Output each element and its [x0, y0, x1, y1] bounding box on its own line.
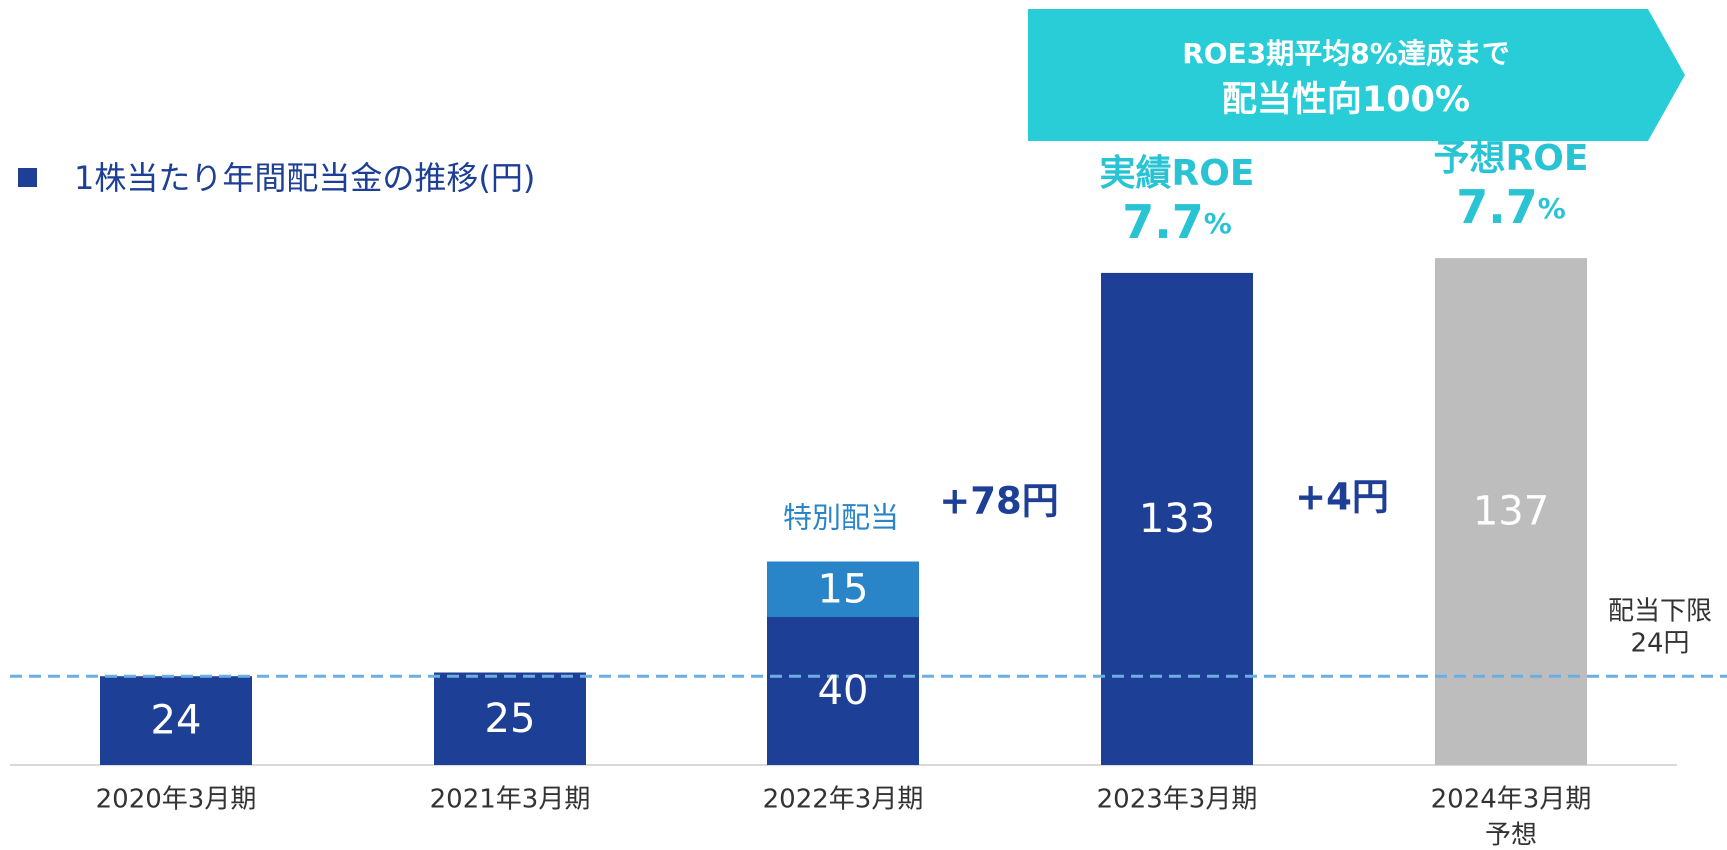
banner — [1028, 9, 1685, 141]
bar — [1101, 272, 1253, 765]
bar — [100, 676, 252, 765]
x-tick-label: 2020年3月期 — [96, 785, 257, 815]
roe-value: 7.7% — [1456, 180, 1566, 234]
value-label: 24 — [151, 698, 202, 744]
x-tick-label: 2022年3月期 — [763, 785, 924, 815]
roe-unit: % — [1538, 192, 1566, 225]
roe-label: 実績ROE — [1100, 153, 1255, 194]
annotation: +78円 — [939, 480, 1059, 523]
series-label: 特別配当 — [783, 501, 899, 535]
roe-number: 7.7 — [1456, 180, 1538, 234]
banner-line: ROE3期平均8%達成まで — [1182, 37, 1510, 70]
reference-label: 24円 — [1630, 629, 1689, 659]
bar — [1435, 258, 1587, 765]
roe-number: 7.7 — [1122, 195, 1204, 249]
title-bullet — [18, 168, 37, 187]
chart-title: 1株当たり年間配当金の推移(円) — [74, 159, 535, 197]
x-tick-label: 2024年3月期 — [1431, 785, 1592, 815]
roe-unit: % — [1204, 207, 1232, 240]
value-label: 137 — [1473, 489, 1549, 535]
bar — [767, 617, 919, 765]
reference-label: 配当下限 — [1608, 597, 1712, 627]
value-label: 133 — [1139, 496, 1215, 542]
bar — [767, 561, 919, 617]
x-tick-label: 2023年3月期 — [1097, 785, 1258, 815]
value-label: 15 — [818, 566, 869, 612]
annotation: +4円 — [1295, 476, 1389, 519]
bar — [434, 672, 586, 765]
value-label: 40 — [818, 668, 869, 714]
value-label: 25 — [485, 696, 536, 742]
roe-label: 予想ROE — [1434, 138, 1589, 179]
banner-line: 配当性向100% — [1222, 80, 1470, 120]
roe-value: 7.7% — [1122, 195, 1232, 249]
x-tick-label: 2021年3月期 — [430, 785, 591, 815]
x-tick-sublabel: 予想 — [1485, 821, 1537, 850]
